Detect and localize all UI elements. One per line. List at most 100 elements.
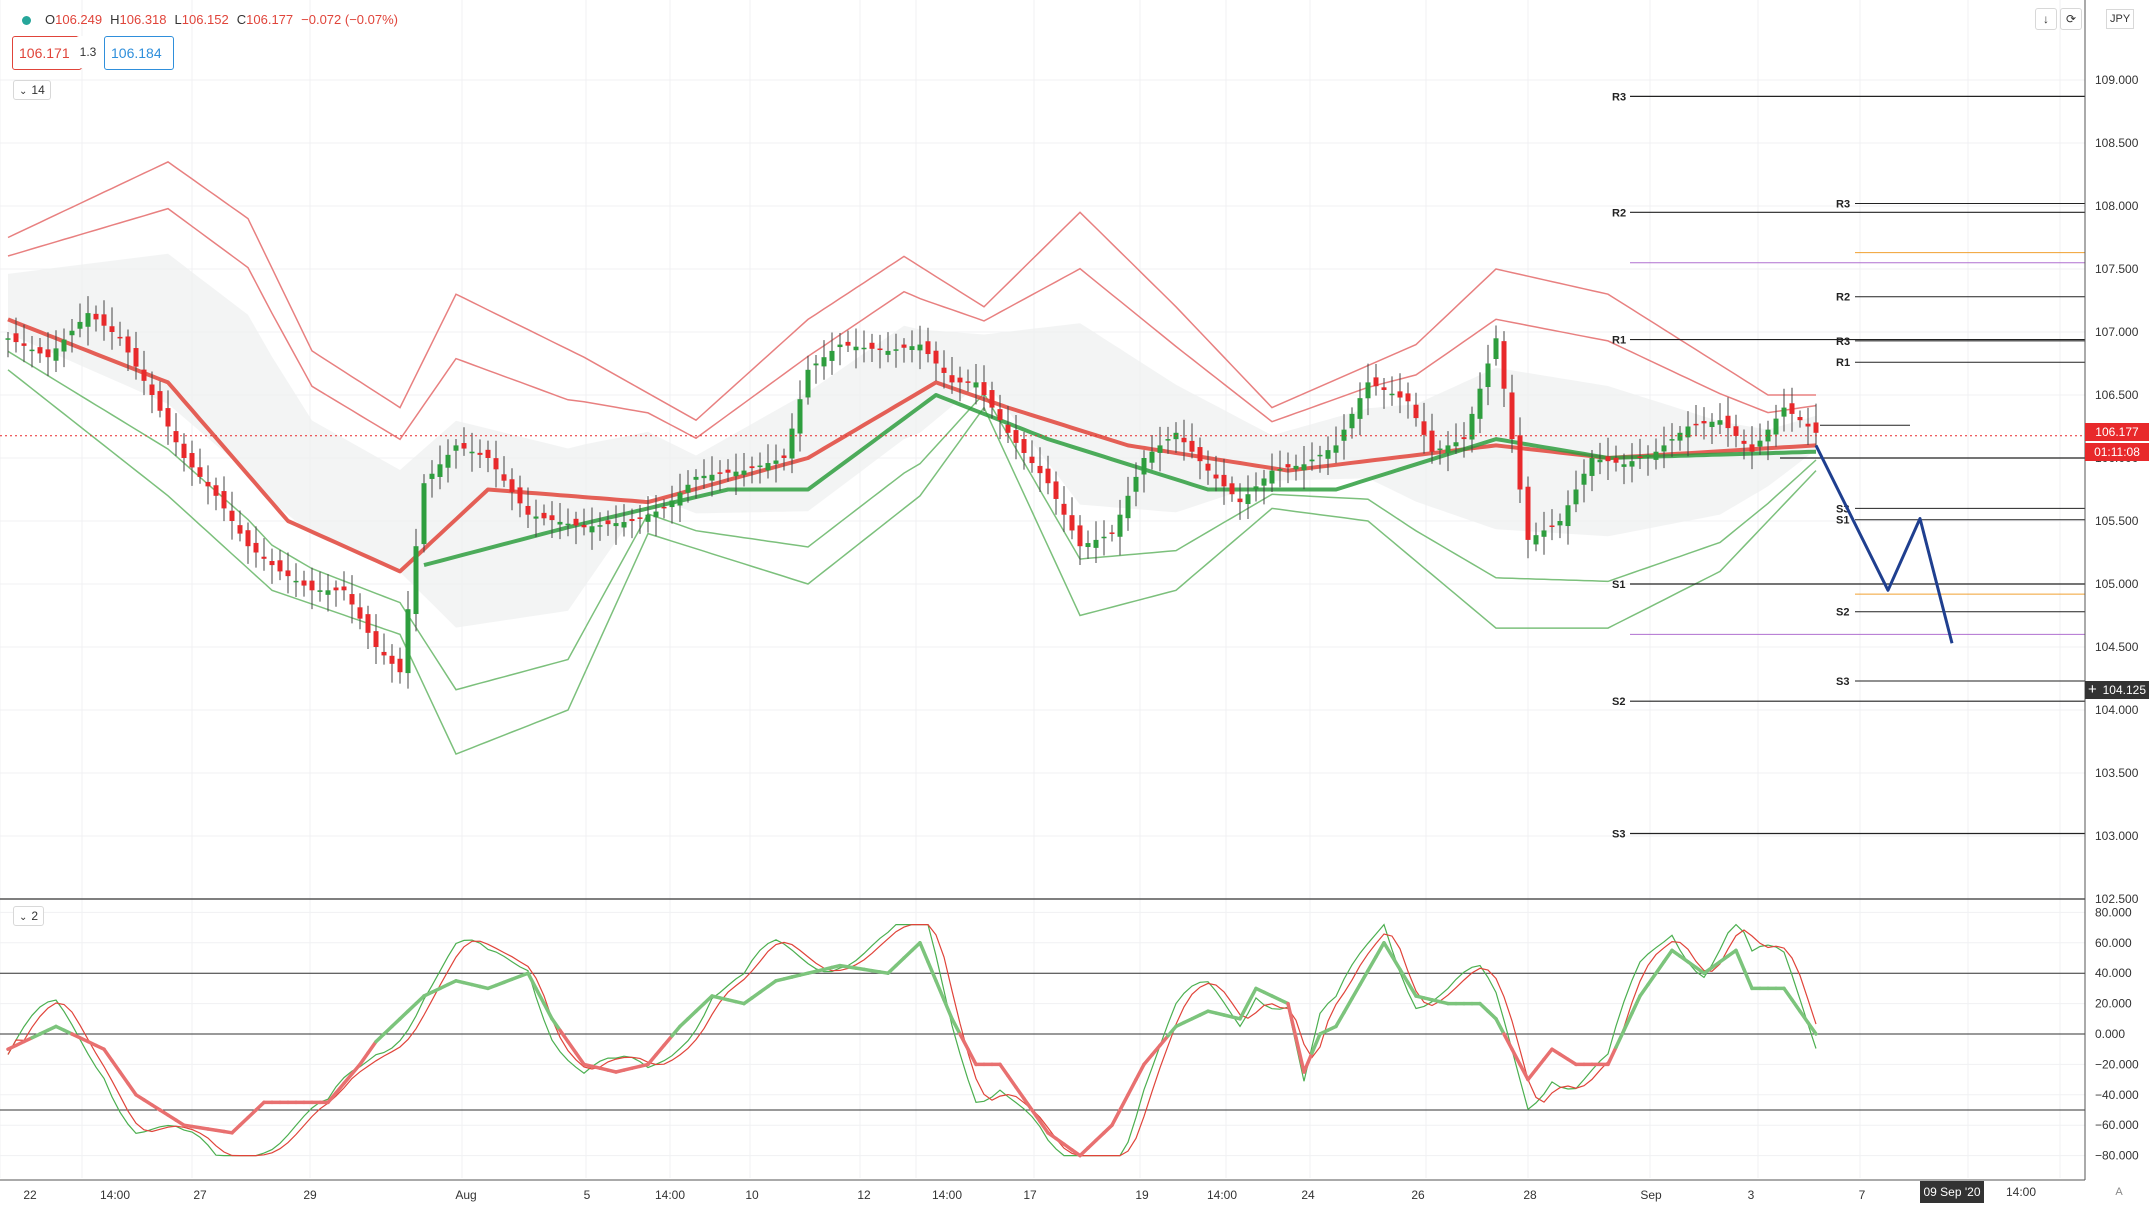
osc-main-segment	[1006, 1074, 1018, 1089]
osc-main-segment	[1310, 1032, 1322, 1055]
candle-body	[1629, 461, 1635, 467]
osc-main-segment	[1638, 982, 1650, 998]
candle-body	[1445, 445, 1451, 454]
candle-body	[1605, 456, 1611, 462]
osc-main-segment	[1142, 1053, 1154, 1067]
bollinger-bands	[7, 161, 1817, 756]
price-tick-label: 103.500	[2095, 766, 2139, 780]
candle-body	[413, 546, 419, 615]
candle-body	[741, 470, 747, 475]
candle-body	[365, 614, 371, 633]
candle-body	[1741, 440, 1747, 444]
candle-body	[197, 467, 203, 477]
candle-body	[1493, 338, 1499, 360]
chevron-down-icon: ⌄	[19, 86, 28, 97]
time-tick-label: 3	[1748, 1188, 1755, 1202]
low-value: 106.152	[181, 12, 229, 27]
refresh-button[interactable]: ⟳	[2060, 8, 2082, 30]
candle-body	[1573, 489, 1579, 505]
candle-body	[941, 367, 947, 373]
candle-body	[1557, 521, 1563, 526]
candle-body	[813, 363, 819, 366]
candle-body	[949, 375, 955, 383]
candle-body	[1053, 481, 1059, 499]
candle-body	[1061, 503, 1067, 515]
time-tick-label: 28	[1523, 1188, 1537, 1202]
sell-button[interactable]: 106.171	[12, 36, 82, 70]
candle-body	[1749, 444, 1755, 452]
osc-tick-label: −20.000	[2095, 1057, 2139, 1071]
candle-body	[1669, 439, 1675, 441]
osc-main-segment	[406, 1001, 418, 1013]
price-tick-label: 104.000	[2095, 703, 2139, 717]
candle-body	[125, 336, 131, 353]
candle-body	[709, 474, 715, 481]
candle-body	[821, 357, 827, 367]
candle-body	[685, 484, 691, 493]
osc-main-segment	[542, 1001, 554, 1021]
candle-body	[1381, 387, 1387, 390]
candle-body	[973, 382, 979, 388]
candle-body	[1365, 382, 1371, 399]
osc-tick-label: 40.000	[2095, 966, 2132, 980]
osc-main-segment	[1038, 1119, 1050, 1135]
osc-main-segment	[998, 1062, 1010, 1078]
osc-main-segment	[1246, 986, 1258, 1006]
osc-main-segment	[1358, 968, 1370, 987]
osc-main-segment	[550, 1017, 562, 1032]
candle-body	[1133, 476, 1139, 492]
download-button[interactable]: ↓	[2035, 8, 2057, 30]
price-tick-label: 107.500	[2095, 262, 2139, 276]
candle-body	[229, 510, 235, 521]
candle-body	[1405, 393, 1411, 402]
candle-body	[165, 408, 171, 427]
candle-body	[1093, 539, 1099, 548]
osc-main-segment	[1542, 1047, 1554, 1062]
pivot-label: S1	[1612, 579, 1625, 591]
candle-body	[405, 609, 411, 674]
pivot-label-recent: S3	[1836, 676, 1849, 688]
currency-badge[interactable]: JPY	[2106, 9, 2135, 29]
osc-main-segment	[966, 1047, 978, 1067]
buy-price: 106.184	[111, 45, 162, 61]
osc-main-segment	[1110, 1108, 1122, 1127]
time-tick-label: 29	[303, 1188, 317, 1202]
candle-body	[1637, 456, 1643, 458]
osc-main-segment	[1806, 1020, 1818, 1036]
candle-body	[861, 347, 867, 350]
candle-body	[837, 344, 843, 348]
auto-scale-button[interactable]: A	[2115, 1186, 2123, 1198]
osc-main-segment	[1494, 1017, 1506, 1036]
osc-main-segment	[694, 1001, 706, 1013]
time-tick-label: 12	[857, 1188, 871, 1202]
osc-main-segment	[1534, 1057, 1546, 1072]
osc-main-segment	[1094, 1131, 1106, 1143]
main-pane-toggle[interactable]: ⌄ 14	[13, 80, 51, 100]
candle-body	[1373, 377, 1379, 387]
osc-main-segment	[574, 1051, 586, 1067]
crosshair-time-tag: 09 Sep '20 02:00	[1920, 1181, 1984, 1221]
candle-body	[581, 524, 587, 528]
osc-main-segment	[558, 1028, 570, 1044]
osc-main-segment	[646, 1053, 658, 1067]
price-tick-label: 107.000	[2095, 325, 2139, 339]
pivot-label: S2	[1612, 696, 1625, 708]
osc-tick-label: −80.000	[2095, 1149, 2139, 1163]
osc-main-segment	[126, 1081, 138, 1097]
candle-body	[661, 506, 667, 509]
candle-body	[565, 523, 571, 526]
osc-main-segment	[1374, 941, 1386, 959]
candle-body	[189, 453, 195, 468]
candle-body	[845, 341, 851, 346]
candle-body	[85, 313, 91, 327]
price-tick-label: 105.500	[2095, 514, 2139, 528]
osc-pane-toggle[interactable]: ⌄ 2	[13, 906, 45, 926]
buy-button[interactable]: 106.184	[104, 36, 174, 70]
candle-body	[1597, 459, 1603, 463]
candle-body	[1725, 415, 1731, 429]
osc-main-segment	[678, 1017, 690, 1029]
candle-body	[341, 586, 347, 591]
